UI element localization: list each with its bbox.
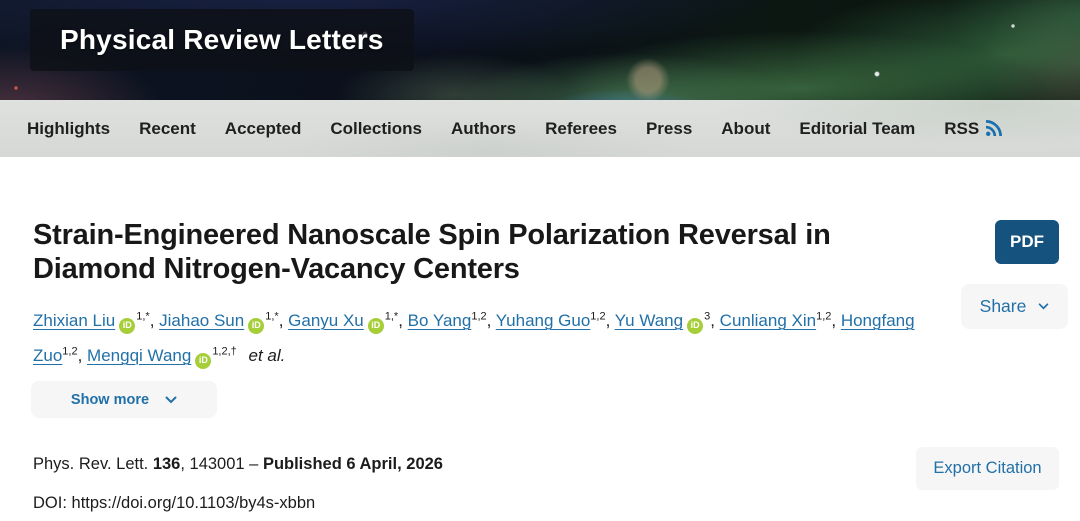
- orcid-icon[interactable]: iD: [687, 317, 704, 334]
- author-affiliations: 1,*: [136, 310, 150, 323]
- author-affiliations: 1,2,†: [212, 345, 237, 358]
- author: Bo Yang1,2,: [408, 311, 496, 330]
- author: Hongfang Zuo1,2,: [33, 311, 915, 365]
- nav-item-highlights[interactable]: Highlights: [27, 118, 111, 138]
- rss-label: RSS: [944, 118, 980, 138]
- author-link[interactable]: Ganyu Xu: [288, 311, 364, 330]
- author-separator: ,: [605, 311, 615, 330]
- main-nav: Highlights Recent Accepted Collections A…: [0, 100, 1080, 157]
- nav-item-about[interactable]: About: [721, 118, 771, 138]
- author-separator: ,: [831, 311, 841, 330]
- citation-article-number: , 143001 –: [180, 455, 263, 473]
- article-title: Strain-Engineered Nanoscale Spin Polariz…: [33, 219, 831, 285]
- author: Mengqi Wang iD1,2,†: [87, 345, 237, 369]
- journal-title-box: Physical Review Letters: [30, 9, 414, 71]
- orcid-icon[interactable]: iD: [195, 352, 212, 369]
- author: Yuhang Guo1,2,: [496, 311, 615, 330]
- rss-icon: [986, 120, 1003, 137]
- author-affiliations: 3: [704, 310, 711, 323]
- author-separator: ,: [77, 346, 88, 365]
- citation-journal: Phys. Rev. Lett.: [33, 455, 153, 473]
- author: Ganyu Xu iD1,*,: [288, 310, 408, 334]
- share-label: Share: [979, 296, 1027, 316]
- doi-value: https://doi.org/10.1103/by4s-xbbn: [71, 494, 316, 512]
- author-affiliations: 1,2: [816, 310, 832, 323]
- show-more-button[interactable]: Show more: [31, 381, 217, 418]
- orcid-icon[interactable]: iD: [248, 317, 265, 334]
- author-affiliations: 1,2: [590, 310, 606, 323]
- chevron-down-icon: [165, 396, 177, 403]
- author-link[interactable]: Cunliang Xin: [719, 311, 817, 330]
- citation-published-date: Published 6 April, 2026: [262, 455, 443, 473]
- nav-item-collections[interactable]: Collections: [330, 118, 422, 138]
- author-link[interactable]: Hongfang Zuo: [33, 311, 915, 365]
- author-affiliations: 1,2: [471, 310, 487, 323]
- author-link[interactable]: Bo Yang: [407, 311, 472, 330]
- export-citation-button[interactable]: Export Citation: [916, 447, 1059, 490]
- orcid-icon[interactable]: iD: [367, 317, 384, 334]
- hero-banner-image: Physical Review Letters: [0, 0, 1080, 100]
- nav-item-referees[interactable]: Referees: [545, 118, 617, 138]
- nav-item-authors[interactable]: Authors: [450, 118, 517, 138]
- nav-item-recent[interactable]: Recent: [139, 118, 196, 138]
- nav-item-editorial-team[interactable]: Editorial Team: [799, 118, 916, 138]
- share-button[interactable]: Share: [961, 284, 1068, 329]
- nav-item-press[interactable]: Press: [645, 118, 693, 138]
- author-separator: ,: [278, 311, 289, 330]
- author-separator: ,: [710, 311, 720, 330]
- author-separator: ,: [486, 311, 496, 330]
- author-separator: ,: [149, 311, 160, 330]
- pdf-button[interactable]: PDF: [995, 220, 1059, 264]
- doi-label: DOI:: [33, 494, 72, 512]
- et-al-text: et al.: [248, 346, 286, 365]
- nav-item-rss[interactable]: RSS: [944, 118, 1003, 139]
- author: Cunliang Xin1,2,: [720, 311, 841, 330]
- author-separator: ,: [398, 311, 408, 330]
- chevron-down-icon: [1039, 303, 1049, 310]
- author-link[interactable]: Zhixian Liu: [33, 311, 116, 330]
- citation-line: Phys. Rev. Lett. 136, 143001 – Published…: [33, 455, 443, 474]
- author-link[interactable]: Yuhang Guo: [495, 311, 591, 330]
- author: Jiahao Sun iD1,*,: [159, 310, 289, 334]
- author-link[interactable]: Mengqi Wang: [87, 346, 192, 365]
- author-affiliations: 1,2: [62, 345, 78, 358]
- author-link[interactable]: Yu Wang: [614, 311, 684, 330]
- author: Yu Wang iD3,: [614, 310, 720, 334]
- author-link[interactable]: Jiahao Sun: [159, 311, 245, 330]
- author-affiliations: 1,*: [384, 310, 399, 323]
- show-more-label: Show more: [70, 391, 150, 408]
- author-affiliations: 1,*: [265, 310, 279, 323]
- doi-line: DOI: https://doi.org/10.1103/by4s-xbbn: [33, 494, 315, 513]
- nav-item-accepted[interactable]: Accepted: [224, 118, 302, 138]
- author-list: Zhixian Liu iD1,*, Jiahao Sun iD1,*, Ganyu…: [33, 303, 945, 373]
- author: Zhixian Liu iD1,*,: [33, 310, 160, 334]
- orcid-icon[interactable]: iD: [119, 317, 136, 334]
- citation-volume: 136: [152, 455, 181, 473]
- journal-title: Physical Review Letters: [60, 24, 384, 55]
